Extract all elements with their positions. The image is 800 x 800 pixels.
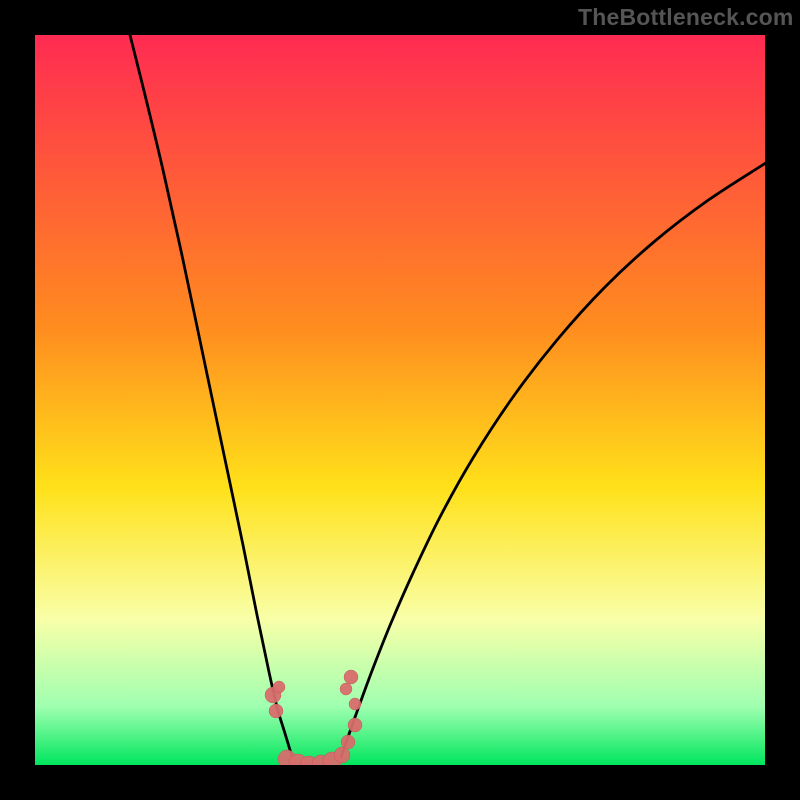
curve-layer	[0, 0, 800, 800]
cluster-point	[340, 683, 352, 695]
cluster-point	[344, 670, 358, 684]
cluster-point	[349, 698, 361, 710]
cluster-point	[273, 681, 285, 693]
watermark-text: TheBottleneck.com	[578, 4, 794, 31]
cluster-point	[341, 735, 355, 749]
left-curve	[130, 35, 292, 757]
cluster-point	[348, 718, 362, 732]
right-curve	[341, 161, 769, 757]
cluster-point	[334, 747, 350, 763]
cluster-point	[269, 704, 283, 718]
